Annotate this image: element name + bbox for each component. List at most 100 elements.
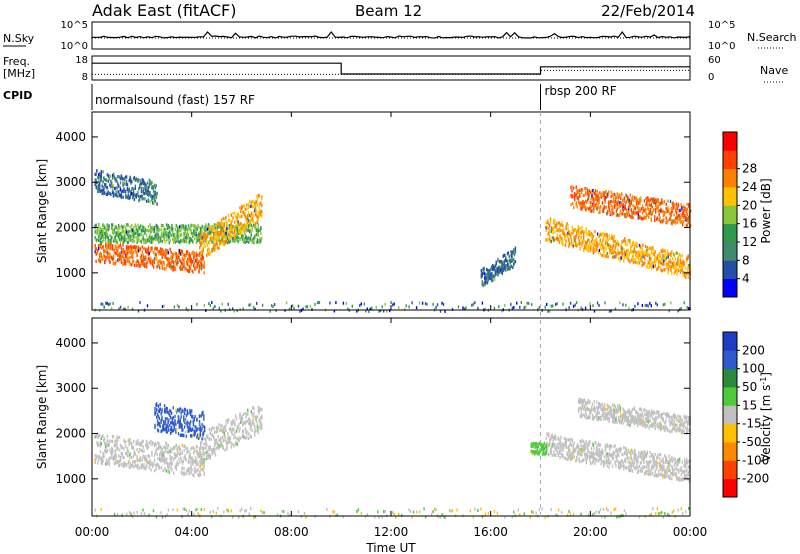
scatter-cell — [178, 424, 181, 428]
scatter-cell — [135, 192, 137, 197]
scatter-cell — [623, 259, 625, 263]
scatter-cell — [121, 453, 123, 457]
scatter-cell — [175, 430, 177, 434]
scatter-cell — [100, 233, 102, 237]
scatter-cell — [184, 267, 186, 271]
scatter-cell — [130, 238, 132, 242]
scatter-cell — [99, 174, 102, 178]
scatter-cell — [207, 227, 209, 231]
scatter-cell — [622, 204, 625, 209]
scatter-cell — [207, 453, 209, 457]
scatter-cell — [590, 209, 592, 213]
scatter-cell — [116, 238, 118, 242]
scatter-cell — [625, 193, 627, 197]
scatter-cell — [592, 456, 594, 460]
scatter-cell — [672, 262, 675, 266]
scatter-cell — [132, 252, 134, 256]
scatter-cell — [212, 452, 214, 456]
scatter-cell — [210, 227, 212, 231]
scatter-cell — [575, 459, 577, 463]
scatter-cell — [227, 418, 230, 422]
scatter-cell — [256, 219, 259, 224]
scatter-cell — [500, 270, 503, 274]
scatter-cell — [206, 235, 208, 239]
scatter-cell — [598, 450, 601, 454]
scatter-cell — [168, 264, 170, 269]
scatter-cell — [661, 219, 663, 223]
scatter-cell — [159, 466, 161, 470]
scatter-cell — [641, 217, 643, 221]
scatter-cell — [216, 229, 218, 233]
scatter-cell — [605, 205, 607, 209]
scatter-cell — [128, 189, 130, 193]
scatter-cell — [187, 460, 190, 465]
scatter-cell — [644, 216, 646, 220]
scatter-cell — [222, 232, 225, 236]
scatter-cell — [99, 441, 102, 445]
scatter-cell — [613, 250, 615, 254]
scatter-cell — [187, 429, 189, 433]
scatter-cell — [138, 249, 140, 253]
scatter-cell — [162, 426, 164, 430]
scatter-cell — [186, 268, 188, 272]
scatter-cell — [471, 303, 473, 307]
scatter-cell — [105, 178, 108, 182]
scatter-cell — [147, 225, 150, 229]
scatter-cell — [599, 209, 601, 213]
scatter-cell — [125, 226, 127, 230]
scatter-cell — [132, 226, 135, 230]
scatter-cell — [365, 309, 367, 313]
scatter-cell — [130, 191, 132, 195]
scatter-cell — [155, 236, 157, 240]
scatter-cell — [203, 471, 205, 475]
scatter-cell — [164, 239, 166, 244]
scatter-cell — [210, 238, 212, 242]
scatter-cell — [144, 182, 146, 186]
y-tick-label: 2000 — [55, 221, 86, 235]
scatter-cell — [186, 228, 189, 232]
scatter-cell — [214, 248, 216, 252]
scatter-cell — [137, 233, 139, 237]
scatter-cell — [167, 410, 169, 414]
scatter-cell — [574, 447, 576, 451]
scatter-cell — [125, 464, 128, 468]
scatter-cell — [131, 235, 133, 239]
scatter-cell — [107, 179, 109, 183]
scatter-cell — [203, 437, 205, 441]
scatter-cell — [608, 234, 610, 238]
scatter-cell — [187, 421, 189, 425]
scatter-cell — [250, 435, 252, 439]
scatter-cell — [141, 238, 143, 242]
scatter-cell — [220, 442, 223, 446]
scatter-cell — [131, 223, 133, 227]
scatter-cell — [571, 185, 573, 189]
scatter-cell — [684, 217, 686, 222]
scatter-cell — [106, 224, 109, 228]
scatter-cell — [647, 206, 649, 210]
scatter-cell — [212, 245, 214, 249]
scatter-cell — [161, 408, 163, 412]
scatter-cell — [587, 238, 589, 242]
scatter-cell — [189, 453, 191, 457]
scatter-cell — [148, 441, 150, 445]
scatter-cell — [143, 466, 145, 470]
scatter-cell — [570, 457, 573, 461]
scatter-cell — [652, 209, 654, 213]
scatter-cell — [167, 257, 170, 261]
scatter-cell — [481, 272, 483, 276]
scatter-cell — [102, 170, 104, 174]
scatter-cell — [115, 246, 117, 250]
scatter-cell — [577, 232, 580, 236]
scatter-cell — [181, 425, 183, 429]
scatter-cell — [242, 211, 245, 215]
scatter-cell — [184, 256, 186, 260]
scatter-cell — [121, 177, 123, 181]
scatter-cell — [504, 253, 506, 257]
scatter-cell — [102, 434, 104, 438]
scatter-cell — [137, 245, 139, 249]
scatter-cell — [687, 254, 689, 258]
scatter-cell — [178, 422, 181, 426]
scatter-cell — [284, 309, 286, 313]
scatter-cell — [573, 449, 575, 453]
scatter-cell — [137, 441, 139, 445]
